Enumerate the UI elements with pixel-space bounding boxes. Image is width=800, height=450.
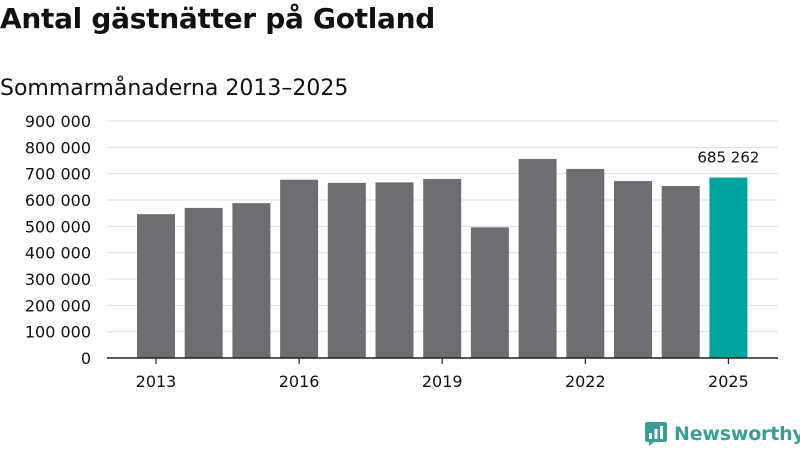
newsworthy-logo: Newsworthy bbox=[645, 420, 800, 448]
bar-2025 bbox=[709, 177, 748, 358]
y-tick-label: 500 000 bbox=[25, 217, 91, 236]
x-tick-label: 2022 bbox=[565, 372, 606, 391]
data-label: 685 262 bbox=[697, 149, 759, 167]
y-tick-label: 800 000 bbox=[25, 138, 91, 157]
y-tick-label: 700 000 bbox=[25, 165, 91, 184]
chart-subtitle: Sommarmånaderna 2013–2025 bbox=[0, 76, 349, 101]
bar-2016 bbox=[280, 179, 319, 358]
brand-name: Newsworthy bbox=[674, 423, 800, 445]
x-tick-label: 2025 bbox=[708, 372, 749, 391]
y-tick-label: 200 000 bbox=[25, 296, 91, 315]
bar-2013 bbox=[137, 214, 175, 358]
y-tick-label: 300 000 bbox=[25, 270, 91, 289]
bar-2014 bbox=[184, 207, 223, 358]
bar-2015 bbox=[232, 203, 271, 358]
bar-2024 bbox=[661, 186, 700, 358]
bar-2018 bbox=[375, 182, 414, 358]
bar-2022 bbox=[566, 168, 605, 358]
newsworthy-logo-icon bbox=[645, 422, 667, 446]
y-tick-label: 900 000 bbox=[25, 112, 91, 131]
bar-2023 bbox=[614, 181, 652, 358]
y-tick-label: 100 000 bbox=[25, 323, 91, 342]
y-tick-label: 0 bbox=[81, 349, 91, 368]
bar-2017 bbox=[327, 182, 366, 358]
bar-2020 bbox=[470, 227, 509, 358]
bar-2021 bbox=[518, 158, 557, 358]
x-tick-label: 2013 bbox=[136, 372, 177, 391]
bar-2019 bbox=[423, 178, 462, 358]
y-tick-label: 600 000 bbox=[25, 191, 91, 210]
x-tick-label: 2016 bbox=[279, 372, 320, 391]
x-tick-label: 2019 bbox=[422, 372, 463, 391]
y-tick-label: 400 000 bbox=[25, 244, 91, 263]
chart-title: Antal gästnätter på Gotland bbox=[0, 2, 436, 35]
